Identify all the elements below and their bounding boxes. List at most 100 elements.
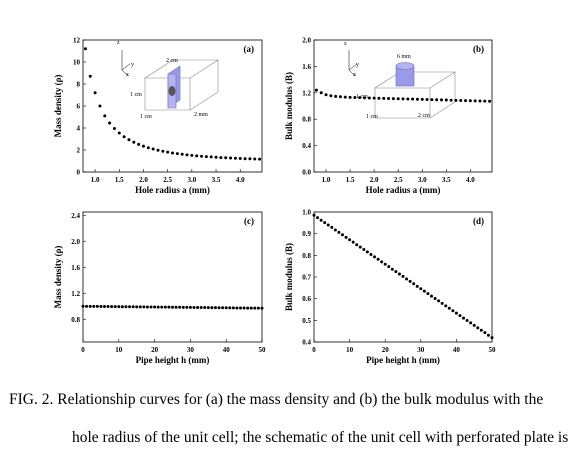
data-point xyxy=(415,97,419,101)
subplot: 0 10 20 30 40 50 0.4 0.5 0.6 0.7 0.8 0.9 1.0 Pipe hei… xyxy=(284,209,496,366)
data-point xyxy=(476,326,480,330)
data-point xyxy=(387,265,391,269)
data-point xyxy=(405,277,409,281)
data-point xyxy=(343,95,347,99)
data-point xyxy=(411,97,415,101)
data-point xyxy=(324,93,328,97)
data-point xyxy=(137,142,141,146)
data-point xyxy=(401,274,405,278)
y-tick-label: 0.0 xyxy=(302,169,311,177)
data-point xyxy=(185,153,189,157)
x-tick-label: 1.5 xyxy=(115,176,124,184)
data-point xyxy=(435,98,439,102)
data-point xyxy=(363,96,367,100)
data-point xyxy=(433,296,437,300)
x-tick-label: 2.0 xyxy=(370,176,379,184)
data-point xyxy=(472,323,476,327)
data-point xyxy=(458,314,462,318)
data-point xyxy=(138,305,142,309)
data-point xyxy=(334,94,338,98)
inset-label: x xyxy=(353,72,356,78)
data-point xyxy=(103,114,107,118)
inset-label: 6 mm xyxy=(397,54,411,60)
data-point xyxy=(246,306,250,310)
x-axis-label: Pipe height h (mm) xyxy=(366,355,440,365)
data-point xyxy=(391,97,395,101)
x-tick-label: 2.0 xyxy=(139,176,148,184)
data-point xyxy=(242,306,246,310)
data-point xyxy=(190,153,194,157)
data-point xyxy=(440,301,444,305)
data-point xyxy=(437,299,441,303)
data-point xyxy=(383,262,387,266)
data-point xyxy=(171,151,174,155)
data-point xyxy=(200,154,204,158)
data-point xyxy=(439,98,443,102)
data-point xyxy=(329,94,333,98)
data-point xyxy=(132,140,136,144)
data-point xyxy=(490,336,494,340)
data-point xyxy=(469,321,473,325)
data-point xyxy=(106,305,110,309)
data-point xyxy=(367,96,371,100)
inset-label: 2 cm xyxy=(418,113,430,119)
y-tick-label: 2 xyxy=(77,147,81,155)
x-axis-label: Hole radius a (mm) xyxy=(366,185,441,195)
x-tick-label: 10 xyxy=(115,346,123,354)
data-point xyxy=(316,216,320,220)
data-point xyxy=(330,225,334,229)
data-point xyxy=(362,247,366,251)
y-tick-label: 0.5 xyxy=(302,317,311,325)
data-point xyxy=(83,47,87,51)
x-tick-label: 4.0 xyxy=(466,176,475,184)
data-point xyxy=(444,98,448,102)
plot-frame xyxy=(313,39,493,173)
plot-frame xyxy=(82,211,263,343)
data-point xyxy=(312,213,316,217)
data-point xyxy=(224,156,228,160)
data-point xyxy=(358,96,362,100)
x-tick-label: 10 xyxy=(346,346,354,354)
data-point xyxy=(204,155,208,159)
data-point xyxy=(314,88,318,92)
inset-label: 1 cm xyxy=(366,114,378,120)
y-tick-label: 2.0 xyxy=(302,37,311,45)
data-point xyxy=(180,152,184,156)
data-point xyxy=(406,97,410,101)
data-point xyxy=(373,255,377,259)
y-axis-label: Mass density (ρ) xyxy=(53,246,63,309)
data-point xyxy=(429,294,433,298)
data-point xyxy=(178,305,182,309)
data-point xyxy=(260,306,264,310)
y-tick-label: 1.6 xyxy=(302,63,311,71)
data-point xyxy=(248,157,252,161)
y-tick-label: 6 xyxy=(77,103,81,111)
data-point xyxy=(112,127,116,131)
data-point xyxy=(323,221,327,225)
data-point xyxy=(365,250,369,254)
y-tick-label: 0.4 xyxy=(302,142,311,150)
x-tick-label: 1.5 xyxy=(346,176,355,184)
data-point xyxy=(235,306,239,310)
x-tick-label: 4.0 xyxy=(236,176,245,184)
inset-axes xyxy=(121,50,131,77)
data-point xyxy=(174,305,178,309)
x-tick-label: 3.0 xyxy=(418,176,427,184)
data-point xyxy=(163,305,167,309)
data-point xyxy=(102,305,106,309)
data-point xyxy=(382,96,386,100)
data-point xyxy=(256,306,260,310)
inset-label: 1 cm xyxy=(130,92,142,98)
data-point xyxy=(214,155,218,159)
x-tick-label: 50 xyxy=(259,346,267,354)
data-point xyxy=(213,306,217,310)
data-point xyxy=(99,304,103,308)
data-point xyxy=(160,305,164,309)
y-tick-label: 4 xyxy=(77,125,81,133)
data-point xyxy=(258,157,262,161)
data-point xyxy=(146,146,150,150)
x-tick-label: 30 xyxy=(417,346,425,354)
y-tick-label: 0.9 xyxy=(302,230,311,238)
data-point xyxy=(195,154,199,158)
x-tick-label: 3.0 xyxy=(187,176,196,184)
